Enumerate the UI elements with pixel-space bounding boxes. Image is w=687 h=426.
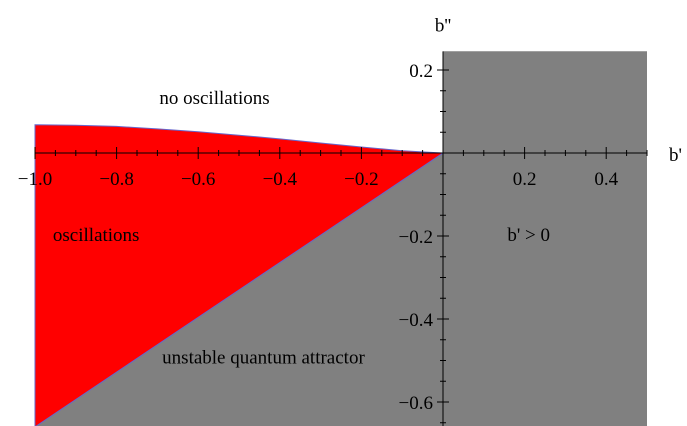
y-tick-label: −0.4 xyxy=(399,310,434,331)
x-tick-label: −1.0 xyxy=(18,169,52,190)
annotation-b-0: b' > 0 xyxy=(507,225,550,246)
x-tick-label: 0.4 xyxy=(594,169,618,190)
axes: −1.0 −0.8 −0.6 −0.4 −0.2 0.2 0.4 0.2 −0.2 −0.4 −0.… xyxy=(18,51,648,426)
x-tick-label: 0.2 xyxy=(513,169,537,190)
x-axis-label: b' xyxy=(669,145,682,166)
y-tick-label: 0.2 xyxy=(409,61,433,82)
y-axis-label: b'' xyxy=(435,15,451,36)
annotation-unstable-quantum-attractor: unstable quantum attractor xyxy=(162,347,365,368)
x-tick-label: −0.6 xyxy=(181,169,215,190)
y-tick-label: −0.2 xyxy=(399,227,433,248)
x-tick-label: −0.2 xyxy=(344,169,378,190)
tick-labels: −1.0 −0.8 −0.6 −0.4 −0.2 0.2 0.4 0.2 −0.2 −0.4 −0.… xyxy=(18,61,619,414)
annotation-layer: no oscillations oscillations unstable quan… xyxy=(53,88,550,368)
tick-marks xyxy=(34,69,648,424)
x-tick-label: −0.4 xyxy=(263,169,298,190)
annotation-no-oscillations: no oscillations xyxy=(159,88,269,109)
y-tick-label: −0.6 xyxy=(399,393,433,414)
annotation-oscillations: oscillations xyxy=(53,225,140,246)
region-b-0 xyxy=(443,51,647,426)
x-tick-label: −0.8 xyxy=(99,169,133,190)
region-layer xyxy=(34,51,647,426)
